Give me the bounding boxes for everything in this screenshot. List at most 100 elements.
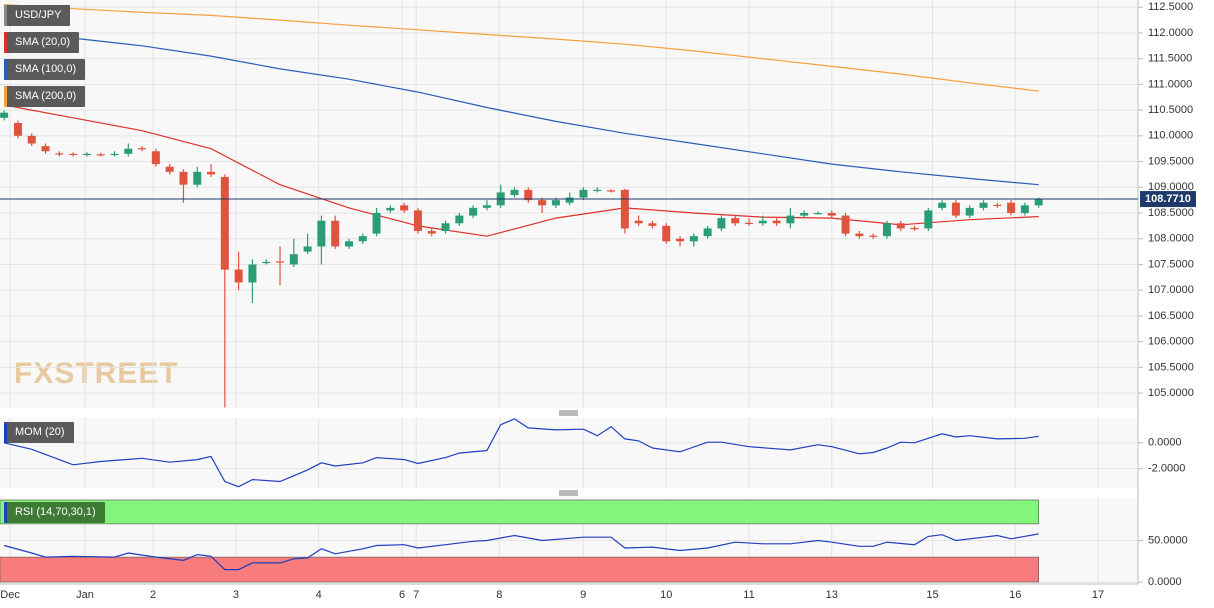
legend-symbol: USD/JPY (4, 5, 71, 26)
candle-body (69, 153, 78, 156)
candle-body (220, 176, 229, 270)
candle-body (358, 236, 367, 242)
candle-body (331, 220, 340, 247)
candle-body (910, 227, 919, 230)
candle-body (427, 231, 436, 234)
x-tick-label: 9 (580, 589, 586, 601)
candle-body (1020, 205, 1029, 214)
x-tick-label: 13 (826, 589, 838, 601)
candle-body (620, 189, 629, 229)
candle-body (455, 215, 464, 224)
y-tick-label: 111.5000 (1148, 53, 1192, 65)
line (4, 4, 1039, 92)
candle-body (413, 210, 422, 232)
x-tick-label: 2 (150, 589, 156, 601)
line (4, 32, 1039, 186)
y-tick-label: 112.5000 (1148, 1, 1193, 13)
candle-body (344, 241, 353, 247)
y-tick-label: 108.5000 (1148, 207, 1194, 219)
candle-body (55, 153, 64, 155)
y-tick-label: 106.0000 (1148, 336, 1194, 348)
y-tick-label: 110.0000 (1148, 130, 1193, 142)
candle-body (827, 213, 836, 216)
candle-body (41, 146, 50, 152)
y-tick-label: 109.5000 (1148, 155, 1194, 167)
candle-body (234, 269, 243, 283)
candle-body (27, 135, 36, 144)
candle-body (855, 233, 864, 237)
x-tick-label: Jan (76, 589, 94, 601)
candle-body (372, 213, 381, 234)
candle-body (400, 205, 409, 211)
candle-body (165, 166, 174, 172)
candle-body (703, 228, 712, 237)
y-tick-label: 112.0000 (1148, 27, 1193, 39)
legend-entry: SMA (200,0) (4, 86, 86, 107)
x-tick-label: 11 (743, 589, 754, 601)
candle-body (676, 238, 685, 242)
candle-body (662, 225, 671, 242)
x-tick-label: 17 (1092, 589, 1104, 601)
candle-body (469, 207, 478, 216)
oversold-band (0, 556, 1039, 583)
candle-body (896, 223, 905, 229)
y-tick-label: 0.0000 (1148, 437, 1182, 449)
legend-entry: RSI (14,70,30,1) (4, 502, 105, 523)
candle-body (193, 171, 202, 185)
y-tick-label: 105.0000 (1148, 387, 1194, 399)
y-tick-label: 110.5000 (1148, 104, 1193, 116)
candle-body (731, 218, 740, 224)
candle-body (579, 189, 588, 198)
candle-body (634, 220, 643, 224)
candle-body (758, 220, 767, 224)
candle-body (482, 205, 491, 208)
candle-body (993, 204, 1002, 206)
x-tick-label: 8 (496, 589, 502, 601)
candle-body (924, 210, 933, 229)
candle-body (317, 220, 326, 247)
legend-entry: SMA (100,0) (4, 59, 86, 80)
candle-body (965, 207, 974, 216)
line (3, 104, 1039, 237)
last-price-label: 108.7710 (1145, 193, 1191, 205)
pane-handle (559, 490, 578, 496)
y-tick-label: 0.0000 (1148, 576, 1182, 588)
last-price-box (1140, 191, 1196, 208)
y-tick-label: 106.5000 (1148, 310, 1194, 322)
line (3, 418, 1039, 488)
x-tick-label: 16 (1009, 589, 1021, 601)
candle-body (262, 261, 271, 264)
candle-body (138, 148, 147, 150)
pane-handle (559, 410, 578, 416)
candle-body (276, 261, 285, 263)
x-tick-label: Dec (0, 589, 20, 601)
candle-body (689, 236, 698, 242)
y-tick-label: 50.0000 (1148, 534, 1188, 546)
overbought-band (0, 499, 1039, 525)
candle-body (289, 254, 298, 265)
candle-body (951, 202, 960, 216)
candle-body (96, 154, 105, 156)
candle-body (524, 189, 533, 201)
candle-body (800, 213, 809, 216)
candle-body (179, 171, 188, 185)
mom-pane (0, 418, 1138, 488)
candle-body (565, 197, 574, 203)
candle-body (386, 207, 395, 211)
x-tick-label: 10 (660, 589, 672, 601)
line (3, 533, 1039, 571)
legend-entry: SMA (20,0) (4, 32, 80, 53)
x-tick-label: 4 (316, 589, 322, 601)
y-tick-label: 107.5000 (1148, 258, 1194, 270)
candle-body (551, 200, 560, 206)
main-pane (0, 0, 1138, 408)
candle-body (786, 215, 795, 224)
x-tick-label: 3 (233, 589, 239, 601)
x-tick-label: 6 (399, 589, 405, 601)
watermark: FXSTREET (14, 357, 179, 390)
candle-body (151, 151, 160, 165)
candle-body (124, 148, 133, 154)
legend-entry: MOM (20) (4, 422, 74, 443)
y-tick-label: 107.0000 (1148, 284, 1194, 296)
